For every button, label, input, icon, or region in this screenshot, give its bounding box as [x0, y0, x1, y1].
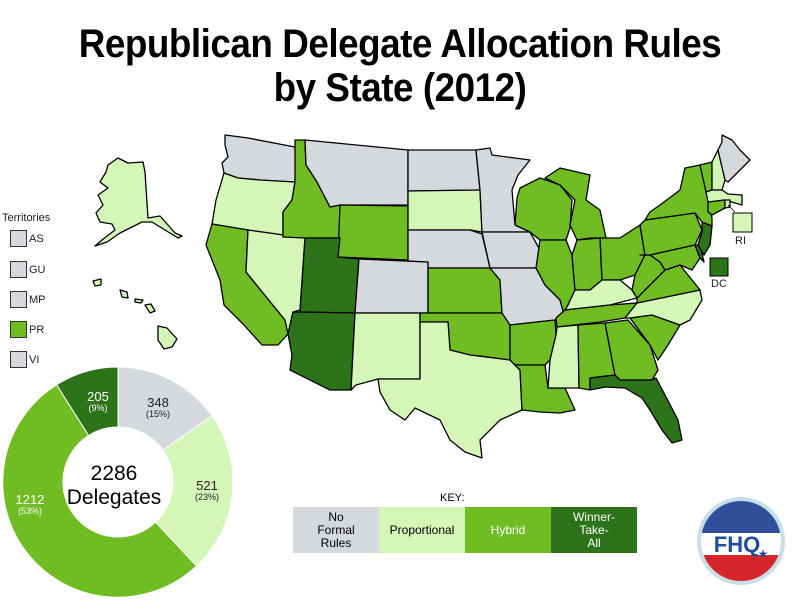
- fhq-logo: FHQ ★: [697, 497, 785, 585]
- total-delegates-label: Delegates: [66, 486, 162, 509]
- donut-center: 2286 Delegates: [58, 462, 170, 510]
- state-ks[interactable]: [427, 267, 503, 314]
- state-la[interactable]: [514, 364, 576, 414]
- territory-pr[interactable]: PR: [10, 321, 44, 338]
- state-ct[interactable]: [707, 199, 726, 216]
- fhq-badge-icon: FHQ ★: [697, 497, 785, 585]
- donut-label-proportional: 521 (23%): [194, 478, 219, 503]
- territory-as[interactable]: AS: [10, 230, 44, 247]
- state-me[interactable]: [717, 134, 751, 183]
- territory-swatch: [10, 321, 27, 338]
- ri-label: RI: [735, 235, 746, 247]
- state-wa[interactable]: [221, 134, 301, 183]
- state-nh[interactable]: [711, 149, 726, 191]
- state-wy[interactable]: [337, 204, 409, 261]
- donut-label-hybrid: 1212 (53%): [15, 492, 45, 517]
- territory-swatch: [10, 230, 27, 247]
- territory-mp[interactable]: MP: [10, 291, 46, 308]
- key-no-formal-rules: No Formal Rules: [293, 507, 379, 553]
- state-nd[interactable]: [407, 149, 481, 192]
- state-in[interactable]: [571, 237, 603, 291]
- title-line-2: by State (2012): [273, 66, 527, 110]
- delegate-donut-chart: [2, 366, 234, 598]
- state-az[interactable]: [287, 311, 356, 391]
- donut-label-wta: 205 (9%): [87, 389, 109, 414]
- donut-slice-hybrid[interactable]: [2, 384, 198, 598]
- donut-slice-wta[interactable]: [55, 366, 119, 437]
- territory-gu[interactable]: GU: [10, 261, 46, 278]
- state-ia[interactable]: [481, 231, 541, 269]
- donut-slice-proportional[interactable]: [154, 415, 234, 567]
- key-title: KEY:: [440, 492, 465, 504]
- territory-vi[interactable]: VI: [10, 351, 39, 368]
- key-proportional: Proportional: [379, 507, 465, 553]
- svg-text:★: ★: [758, 547, 769, 561]
- state-fl[interactable]: [589, 374, 683, 444]
- ri-callout-line: [727, 204, 736, 213]
- svg-text:FHQ: FHQ: [714, 532, 760, 557]
- key-winner-take-all: Winner- Take- All: [551, 507, 637, 553]
- legend-key: No Formal Rules Proportional Hybrid Winner…: [293, 507, 637, 553]
- dc-callout-box[interactable]: [709, 257, 729, 277]
- key-hybrid: Hybrid: [465, 507, 551, 553]
- territory-swatch: [10, 351, 27, 368]
- title-line-1: Republican Delegate Allocation Rules: [78, 22, 722, 66]
- donut-label-none: 348 (15%): [145, 395, 170, 420]
- territory-swatch: [10, 291, 27, 308]
- total-delegates-value: 2286: [90, 462, 138, 485]
- state-co[interactable]: [354, 258, 429, 314]
- state-ar[interactable]: [509, 319, 557, 366]
- state-tx[interactable]: [377, 321, 523, 459]
- territory-swatch: [10, 261, 27, 278]
- page-title: Republican Delegate Allocation Rules by …: [32, 22, 768, 110]
- state-tn[interactable]: [555, 302, 638, 328]
- territories-title: Territories: [2, 212, 51, 224]
- state-sd[interactable]: [407, 189, 483, 233]
- state-ak[interactable]: [94, 157, 183, 247]
- state-mn[interactable]: [475, 147, 531, 233]
- dc-label: DC: [711, 278, 727, 290]
- ri-callout-box[interactable]: [732, 212, 753, 233]
- state-hi[interactable]: [92, 278, 178, 350]
